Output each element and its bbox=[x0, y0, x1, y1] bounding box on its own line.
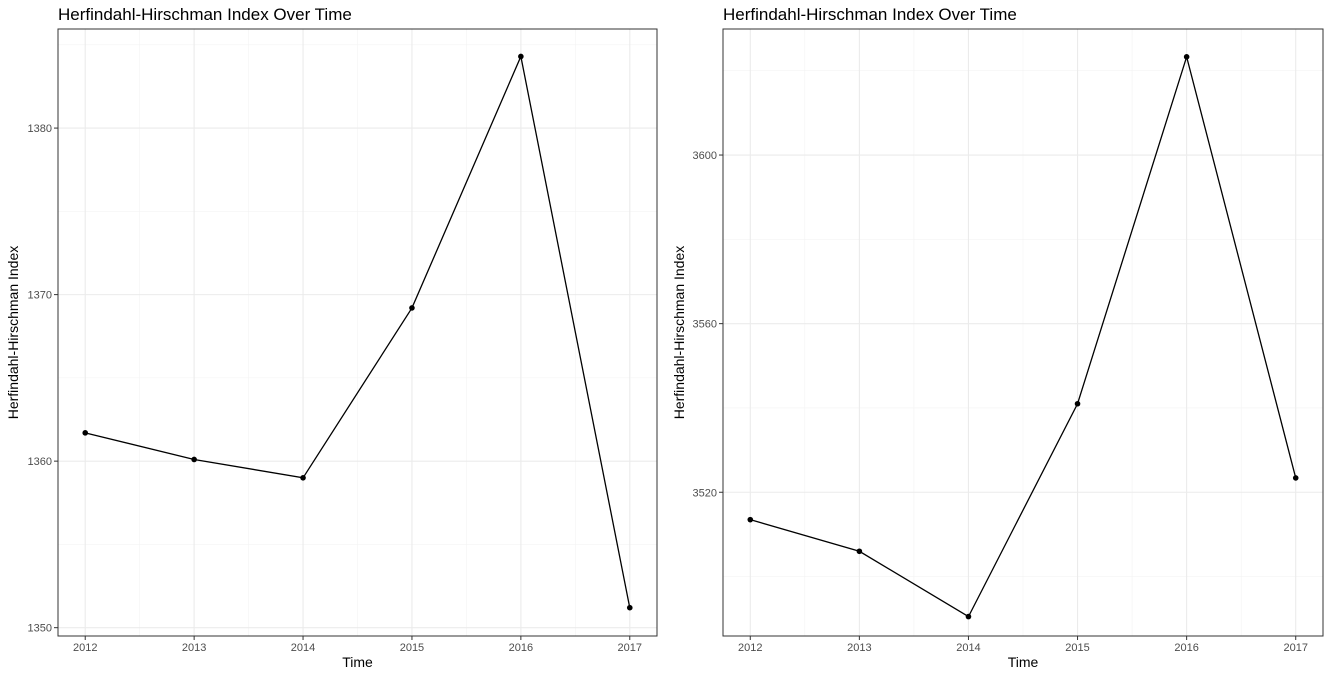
x-axis-title: Time bbox=[1008, 654, 1039, 670]
y-tick-label: 1360 bbox=[28, 456, 52, 468]
data-point-2014 bbox=[300, 475, 306, 481]
y-axis: 1350 1360 1370 1380 bbox=[28, 123, 58, 635]
x-axis: 2012 2013 2014 2015 2016 2017 bbox=[73, 636, 642, 654]
x-tick-label: 2016 bbox=[1174, 642, 1198, 654]
y-axis-title: Herfindahl-Hirschman Index bbox=[5, 246, 21, 420]
data-point-2013 bbox=[857, 548, 863, 554]
data-point-2017 bbox=[627, 605, 633, 611]
minor-gridlines bbox=[723, 29, 1323, 636]
data-point-2015 bbox=[1075, 401, 1081, 407]
x-tick-label: 2014 bbox=[956, 642, 980, 654]
x-tick-label: 2017 bbox=[618, 642, 642, 654]
data-point-2012 bbox=[82, 430, 88, 436]
chart-title: Herfindahl-Hirschman Index Over Time bbox=[58, 5, 352, 24]
y-tick-label: 3560 bbox=[693, 319, 717, 331]
data-point-2017 bbox=[1293, 475, 1299, 481]
data-point-2012 bbox=[747, 517, 753, 523]
chart-panel-left: 2012 2013 2014 2015 2016 2017 1350 1360 1370 1380… bbox=[5, 5, 657, 670]
y-tick-label: 1380 bbox=[28, 123, 52, 135]
x-tick-label: 2015 bbox=[1065, 642, 1089, 654]
x-tick-label: 2015 bbox=[400, 642, 424, 654]
y-tick-label: 3520 bbox=[693, 487, 717, 499]
x-axis-title: Time bbox=[342, 654, 373, 670]
y-tick-label: 3600 bbox=[693, 150, 717, 162]
data-point-2013 bbox=[191, 457, 197, 463]
data-point-2014 bbox=[966, 614, 972, 620]
x-axis: 2012 2013 2014 2015 2016 2017 bbox=[738, 636, 1308, 654]
y-axis: 3520 3560 3600 bbox=[693, 150, 723, 499]
chart-title: Herfindahl-Hirschman Index Over Time bbox=[723, 5, 1017, 24]
data-point-2016 bbox=[1184, 54, 1190, 60]
x-tick-label: 2013 bbox=[847, 642, 871, 654]
x-tick-label: 2012 bbox=[73, 642, 97, 654]
y-tick-label: 1350 bbox=[28, 623, 52, 635]
x-tick-label: 2014 bbox=[291, 642, 315, 654]
data-point-2016 bbox=[518, 54, 524, 60]
data-point-2015 bbox=[409, 305, 415, 311]
y-tick-label: 1370 bbox=[28, 290, 52, 302]
chart-panel-right: 2012 2013 2014 2015 2016 2017 3520 3560 3600 Herf… bbox=[671, 5, 1323, 670]
x-tick-label: 2013 bbox=[182, 642, 206, 654]
x-tick-label: 2016 bbox=[509, 642, 533, 654]
minor-gridlines bbox=[58, 29, 657, 636]
x-tick-label: 2012 bbox=[738, 642, 762, 654]
x-tick-label: 2017 bbox=[1283, 642, 1307, 654]
y-axis-title: Herfindahl-Hirschman Index bbox=[671, 246, 687, 420]
